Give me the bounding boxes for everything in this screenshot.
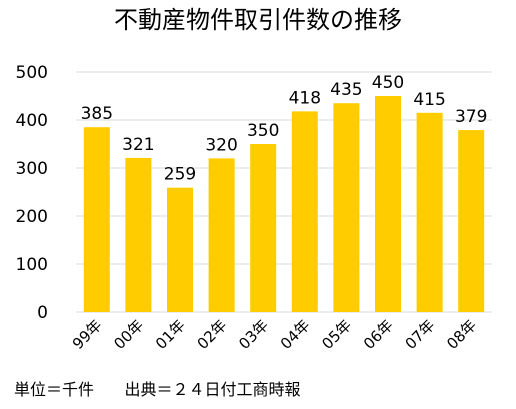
data-label: 450 (372, 73, 404, 93)
x-axis-ticks: 99年 00年 01年 02年 03年 04年 05年 06年 07年 08年 (69, 316, 480, 353)
x-tick-label: 05年 (318, 316, 355, 353)
bar (458, 130, 485, 312)
x-tick-label: 03年 (235, 316, 272, 353)
data-label: 320 (205, 135, 237, 155)
source-note: 出典＝２４日付工商時報 (124, 380, 301, 399)
bar (208, 158, 235, 312)
x-tick-label: 07年 (402, 316, 439, 353)
x-tick-label: 00年 (110, 316, 147, 353)
y-axis-ticks: 0 100 200 300 400 500 (16, 63, 48, 323)
data-label: 379 (455, 107, 487, 127)
y-tick-label: 400 (16, 111, 48, 131)
bar (416, 112, 443, 312)
data-label: 385 (81, 104, 113, 124)
data-labels: 385 321 259 320 350 418 435 450 415 379 (81, 73, 488, 185)
x-tick-label: 06年 (360, 316, 397, 353)
bar (291, 111, 318, 312)
bar (167, 187, 193, 312)
x-tick-label: 02年 (194, 316, 231, 353)
y-tick-label: 200 (16, 207, 48, 227)
bars (83, 96, 485, 312)
y-tick-label: 500 (16, 63, 48, 83)
bar (333, 103, 360, 312)
bar (250, 144, 277, 312)
y-tick-label: 100 (16, 255, 48, 275)
data-label: 259 (164, 165, 196, 185)
data-label: 435 (330, 80, 362, 100)
x-tick-label: 01年 (152, 316, 189, 353)
chart-footer: 単位＝千件 出典＝２４日付工商時報 (14, 376, 301, 400)
bar (125, 157, 152, 312)
chart-title: 不動産物件取引件数の推移 (114, 6, 402, 34)
data-label: 418 (289, 88, 321, 108)
y-tick-label: 0 (37, 303, 48, 323)
x-tick-label: 04年 (277, 316, 314, 353)
y-tick-label: 300 (16, 159, 48, 179)
data-label: 321 (122, 135, 154, 155)
x-tick-label: 08年 (443, 316, 480, 353)
data-label: 350 (247, 121, 279, 141)
bar (375, 96, 401, 312)
unit-note: 単位＝千件 (14, 380, 95, 399)
data-label: 415 (413, 90, 445, 110)
bar (83, 127, 110, 312)
x-tick-label: 99年 (69, 316, 106, 353)
